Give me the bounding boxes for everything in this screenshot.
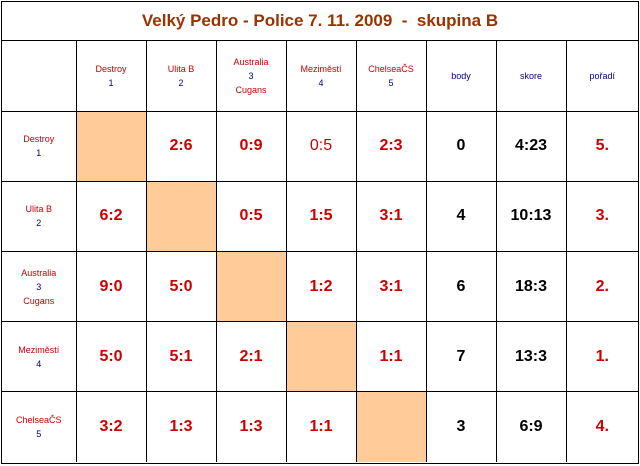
row-header-team-5: ChelseaČS 5 bbox=[2, 391, 77, 462]
row-header-team-3: Australia 3 Cugans bbox=[2, 250, 77, 323]
table-row: ChelseaČS 5 3:2 1:3 1:3 1:1 3 6:9 4. bbox=[2, 391, 638, 462]
result-cell: 0:5 bbox=[285, 110, 357, 182]
team-name: Meziměstí bbox=[18, 344, 60, 355]
points-cell: 3 bbox=[425, 391, 497, 462]
team-name: Destroy bbox=[23, 134, 55, 145]
col-header-team-5: ChelseaČS 5 bbox=[355, 41, 427, 112]
points-cell: 4 bbox=[425, 180, 497, 252]
result-cell: 2:6 bbox=[145, 110, 217, 182]
team-name: Australia bbox=[21, 267, 57, 278]
team-number: 5 bbox=[388, 77, 394, 88]
header-row: Destroy 1 Ulita B 2 Australia 3 Cugans M… bbox=[2, 41, 638, 112]
team-number: 2 bbox=[178, 77, 184, 88]
team-number: 3 bbox=[248, 70, 254, 81]
team-name-extra: Cugans bbox=[23, 295, 55, 306]
score-cell: 13:3 bbox=[495, 321, 567, 393]
result-cell: 1:1 bbox=[355, 321, 427, 393]
row-header-team-1: Destroy 1 bbox=[2, 110, 77, 182]
result-cell: 5:1 bbox=[145, 321, 217, 393]
result-cell: 3:2 bbox=[75, 391, 147, 462]
result-cell: 6:2 bbox=[75, 180, 147, 252]
table-row: Ulita B 2 6:2 0:5 1:5 3:1 4 10:13 3. bbox=[2, 180, 638, 252]
result-cell: 2:3 bbox=[355, 110, 427, 182]
score-cell: 10:13 bbox=[495, 180, 567, 252]
table-row: Australia 3 Cugans 9:0 5:0 1:2 3:1 6 18:… bbox=[2, 250, 638, 323]
team-name: ChelseaČS bbox=[15, 415, 62, 426]
team-name: Ulita B bbox=[167, 63, 195, 74]
result-cell: 0:9 bbox=[215, 110, 287, 182]
score-cell: 4:23 bbox=[495, 110, 567, 182]
team-number: 4 bbox=[36, 358, 42, 369]
team-number: 4 bbox=[318, 77, 324, 88]
table-row: Destroy 1 2:6 0:9 0:5 2:3 0 4:23 5. bbox=[2, 110, 638, 182]
team-name: ChelseaČS bbox=[368, 63, 414, 74]
result-cell: 1:5 bbox=[285, 180, 357, 252]
team-name: Ulita B bbox=[25, 204, 52, 215]
table-row: Meziměstí 4 5:0 5:1 2:1 1:1 7 13:3 1. bbox=[2, 321, 638, 393]
result-cell: 3:1 bbox=[355, 250, 427, 323]
rank-cell: 3. bbox=[565, 180, 638, 252]
diagonal-cell bbox=[285, 321, 357, 393]
team-number: 5 bbox=[36, 429, 42, 440]
points-header: body bbox=[425, 41, 497, 112]
rank-cell: 4. bbox=[565, 391, 638, 462]
result-cell: 5:0 bbox=[145, 250, 217, 323]
team-name: Destroy bbox=[95, 63, 127, 74]
points-cell: 7 bbox=[425, 321, 497, 393]
team-name: Australia bbox=[233, 56, 269, 67]
diagonal-cell bbox=[215, 250, 287, 323]
team-number: 1 bbox=[108, 77, 114, 88]
team-name-extra: Cugans bbox=[235, 84, 267, 95]
result-cell: 2:1 bbox=[215, 321, 287, 393]
diagonal-cell bbox=[75, 110, 147, 182]
result-cell: 1:3 bbox=[145, 391, 217, 462]
rank-cell: 2. bbox=[565, 250, 638, 323]
page-title: Velký Pedro - Police 7. 11. 2009 - skupi… bbox=[2, 2, 638, 41]
score-header: skore bbox=[495, 41, 567, 112]
points-cell: 6 bbox=[425, 250, 497, 323]
team-number: 3 bbox=[36, 281, 42, 292]
rank-cell: 5. bbox=[565, 110, 638, 182]
rank-cell: 1. bbox=[565, 321, 638, 393]
col-header-team-4: Meziměstí 4 bbox=[285, 41, 357, 112]
team-name: Meziměstí bbox=[300, 63, 342, 74]
row-header-team-2: Ulita B 2 bbox=[2, 180, 77, 252]
diagonal-cell bbox=[355, 391, 427, 462]
col-header-team-2: Ulita B 2 bbox=[145, 41, 217, 112]
diagonal-cell bbox=[145, 180, 217, 252]
points-cell: 0 bbox=[425, 110, 497, 182]
score-cell: 18:3 bbox=[495, 250, 567, 323]
team-number: 1 bbox=[36, 148, 42, 159]
results-table: Destroy 1 Ulita B 2 Australia 3 Cugans M… bbox=[2, 41, 638, 462]
rank-header: pořadí bbox=[565, 41, 638, 112]
result-cell: 1:1 bbox=[285, 391, 357, 462]
result-cell: 1:3 bbox=[215, 391, 287, 462]
col-header-team-3: Australia 3 Cugans bbox=[215, 41, 287, 112]
result-cell: 3:1 bbox=[355, 180, 427, 252]
score-cell: 6:9 bbox=[495, 391, 567, 462]
team-number: 2 bbox=[36, 218, 42, 229]
result-cell: 9:0 bbox=[75, 250, 147, 323]
col-header-team-1: Destroy 1 bbox=[75, 41, 147, 112]
corner-cell bbox=[2, 41, 77, 112]
row-header-team-4: Meziměstí 4 bbox=[2, 321, 77, 393]
result-cell: 5:0 bbox=[75, 321, 147, 393]
result-cell: 1:2 bbox=[285, 250, 357, 323]
result-cell: 0:5 bbox=[215, 180, 287, 252]
